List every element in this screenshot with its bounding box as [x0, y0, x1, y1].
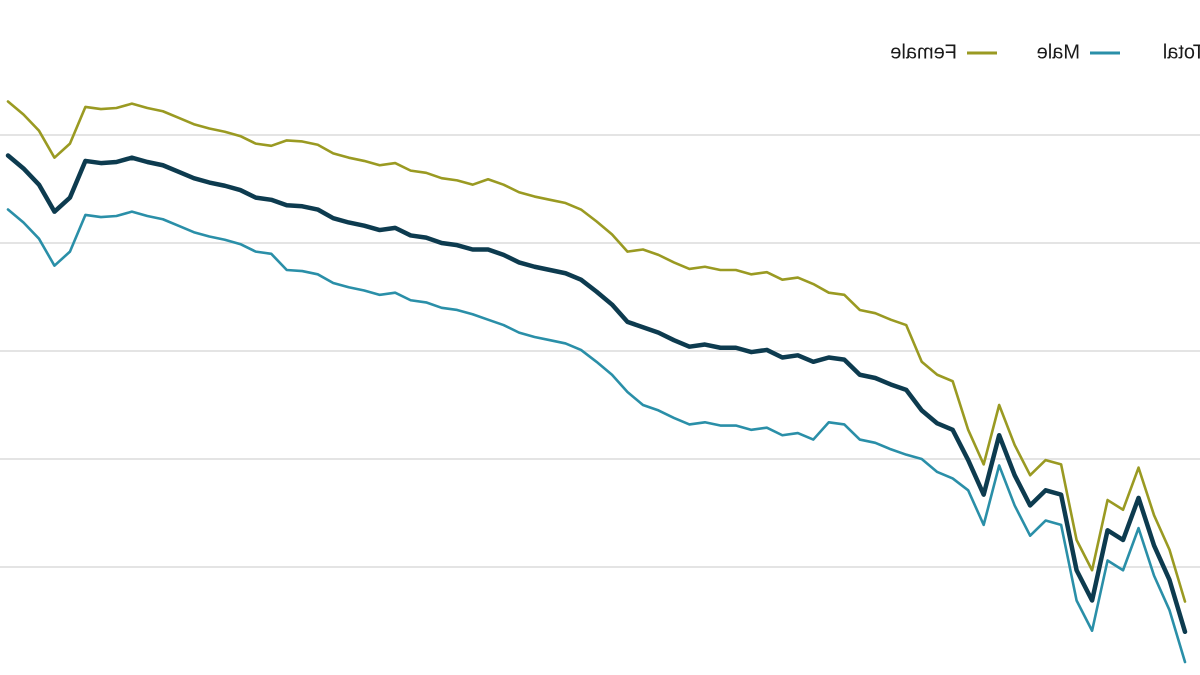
series-line — [6, 208, 1187, 664]
legend-label: Male — [1037, 41, 1080, 63]
series-line — [5, 153, 1188, 635]
legend-label: Total — [1163, 41, 1200, 63]
mirrored-plot: Total Male Female — [0, 41, 1200, 664]
series-line — [6, 100, 1187, 603]
legend-label: Female — [890, 41, 957, 63]
